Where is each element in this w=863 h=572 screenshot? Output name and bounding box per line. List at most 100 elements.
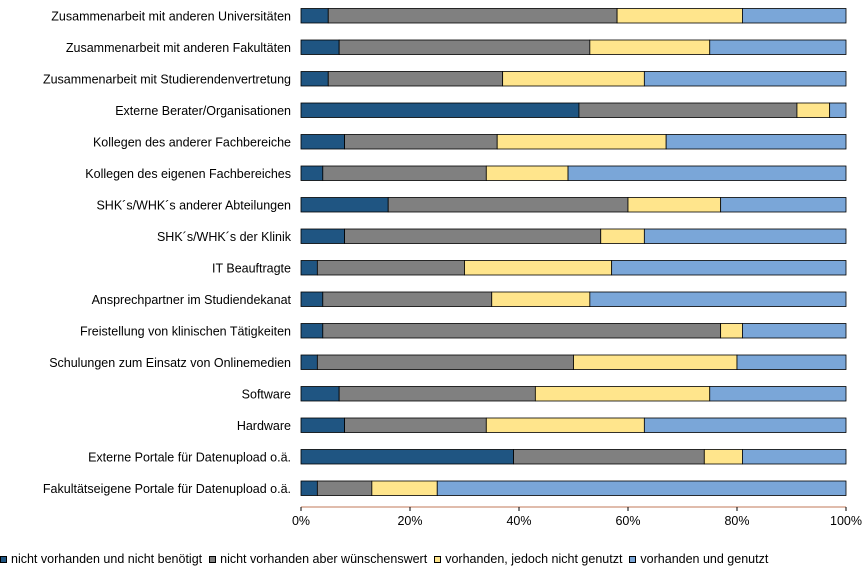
stacked-bar-chart: Zusammenarbeit mit anderen Universitäten… [43,8,862,528]
category-label: Kollegen des eigenen Fachbereiches [85,167,291,181]
x-tick-label: 100% [830,514,862,528]
category-label: SHK´s/WHK´s anderer Abteilungen [96,198,291,212]
bar-segment [300,323,324,339]
category-label: Zusammenarbeit mit Studierendenvertretun… [43,72,291,86]
bar-segment [485,165,569,181]
bar-segment [502,71,645,87]
bar-segment [709,39,847,55]
bar-segment [513,449,705,465]
bar-segment [496,134,667,150]
bar-segment [589,39,711,55]
x-tick-label: 60% [615,514,640,528]
bar-segment [344,228,602,244]
bar-segment [643,417,847,433]
bar-segment [300,134,345,150]
category-label: Externe Portale für Datenupload o.ä. [88,450,291,464]
legend-swatch [434,555,442,563]
bar-segment [327,8,618,24]
legend-swatch [0,555,7,563]
bar-segment [300,260,318,276]
legend-item: nicht vorhanden und nicht benötigt [0,552,202,566]
legend-label: vorhanden und genutzt [640,552,769,566]
bar-segment [300,39,340,55]
bar-segment [300,197,389,213]
category-label: Schulungen zum Einsatz von Onlinemedien [49,356,291,370]
bar-segment [322,323,722,339]
bar-segment [300,354,318,370]
bar-segment [589,291,847,307]
legend-item: vorhanden und genutzt [629,552,768,566]
bar-segment [300,417,345,433]
bar-segment [627,197,722,213]
category-label: Freistellung von klinischen Tätigkeiten [80,324,291,338]
legend-label: nicht vorhanden und nicht benötigt [11,552,203,566]
bar-segment [371,480,438,496]
bar-segment [338,386,536,402]
bar-segment [464,260,613,276]
legend-swatch [629,555,637,563]
legend-label: nicht vorhanden aber wünschenswert [220,552,428,566]
bar-segment [327,71,504,87]
bar-segment [436,480,847,496]
bar-segment [616,8,743,24]
legend-label: vorhanden, jedoch nicht genutzt [445,552,623,566]
bar-segment [491,291,591,307]
bar-segment [300,291,324,307]
x-tick-label: 80% [724,514,749,528]
legend-item: vorhanden, jedoch nicht genutzt [434,552,622,566]
bar-segment [300,165,324,181]
bar-segment [643,71,847,87]
category-label: Zusammenarbeit mit anderen Universitäten [51,9,291,23]
category-label: Zusammenarbeit mit anderen Fakultäten [66,41,291,55]
bar-segment [300,449,514,465]
bar-segment [322,165,487,181]
bar-segment [742,323,847,339]
bar-segment [387,197,629,213]
x-tick-label: 0% [292,514,310,528]
bar-segment [643,228,847,244]
bar-segment [600,228,645,244]
bar-segment [720,197,847,213]
bar-segment [703,449,743,465]
category-label: Ansprechpartner im Studiendekanat [92,293,292,307]
bar-segment [300,102,580,118]
bar-segment [573,354,738,370]
bar-segment [829,102,847,118]
category-label: Externe Berater/Organisationen [115,104,291,118]
bar-segment [322,291,493,307]
bar-segment [485,417,645,433]
bar-segment [742,449,847,465]
bar-segment [736,354,847,370]
bar-segment [316,354,574,370]
bar-segment [742,8,847,24]
bar-segment [344,417,487,433]
category-label: SHK´s/WHK´s der Klinik [157,230,292,244]
bar-segment [300,386,340,402]
bar-segment [316,480,373,496]
bar-segment [720,323,743,339]
bar-segment [300,480,318,496]
bar-segment [534,386,711,402]
x-tick-label: 40% [506,514,531,528]
category-label: Kollegen des anderer Fachbereiche [93,135,291,149]
bar-segment [300,228,345,244]
legend: nicht vorhanden und nicht benötigt nicht … [0,549,863,569]
bar-segment [567,165,847,181]
bar-segment [338,39,591,55]
bar-segment [300,8,329,24]
category-label: Software [242,387,291,401]
bar-segment [316,260,465,276]
category-label: Hardware [237,419,291,433]
bar-segment [709,386,847,402]
bar-segment [344,134,498,150]
bar-segment [300,71,329,87]
legend-swatch [209,555,217,563]
bar-segment [611,260,847,276]
x-tick-label: 20% [397,514,422,528]
bar-segment [665,134,847,150]
bar-segment [796,102,831,118]
category-label: IT Beauftragte [212,261,291,275]
category-label: Fakultätseigene Portale für Datenupload … [43,482,291,496]
legend-item: nicht vorhanden aber wünschenswert [209,552,427,566]
